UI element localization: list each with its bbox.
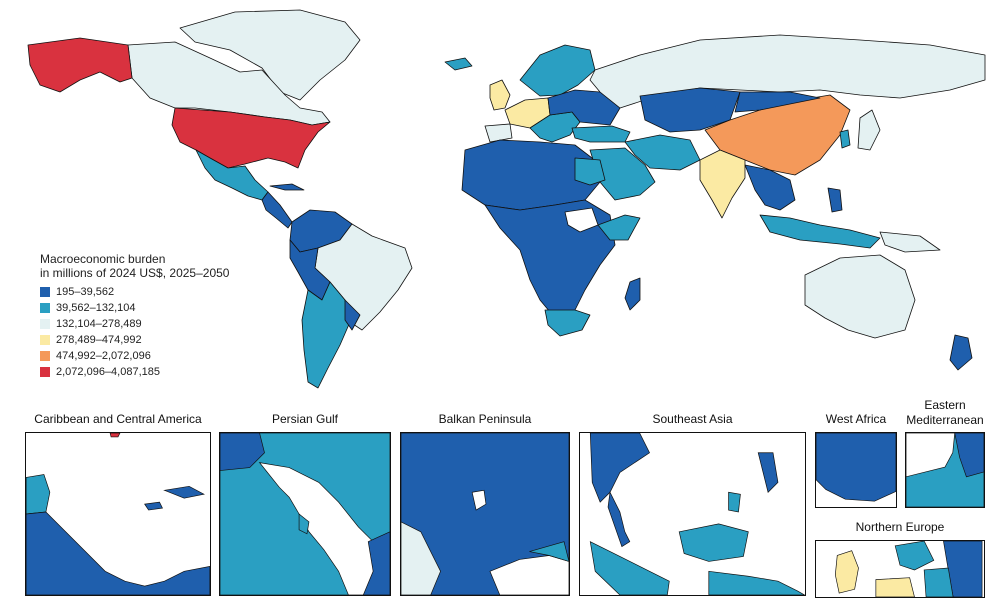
inset-persian-gulf: Persian Gulf: [219, 412, 391, 596]
region-greenland: [179, 9, 361, 101]
region-scandinavia: [519, 44, 596, 97]
region-central-asia: [639, 87, 741, 133]
inset-box-balkan: [400, 432, 570, 596]
inset-title-balkan: Balkan Peninsula: [438, 412, 532, 426]
legend-label: 278,489–474,992: [56, 334, 142, 346]
legend-swatch: [40, 335, 50, 345]
region-usa: [171, 107, 331, 169]
region-iran: [624, 134, 701, 171]
legend-title-line1: Macroeconomic burden: [40, 252, 166, 266]
legend-swatch: [40, 303, 50, 313]
legend-label: 2,072,096–4,087,185: [56, 366, 160, 378]
region-korea: [839, 129, 851, 149]
inset-box-northern-europe: [815, 540, 985, 598]
inset-title-east-med-1: Eastern: [924, 398, 966, 412]
region-central-america: [261, 191, 293, 229]
legend-title-line2: in millions of 2024 US$, 2025–2050: [40, 266, 230, 280]
inset-title-west-africa: West Africa: [825, 412, 887, 426]
region-iceland: [444, 57, 473, 71]
inset-southeast-asia: Southeast Asia: [579, 412, 806, 596]
inset-box-west-africa: [815, 432, 897, 508]
region-sudan: [564, 207, 599, 233]
region-japan: [857, 109, 881, 151]
inset-title-southeast-asia: Southeast Asia: [652, 412, 733, 426]
region-spain: [484, 123, 513, 143]
inset-box-caribbean: [25, 432, 211, 596]
inset-title-caribbean: Caribbean and Central America: [34, 412, 202, 426]
inset-title-northern-europe: Northern Europe: [855, 520, 945, 534]
inset-map-balkan: [401, 433, 569, 595]
region-arabia: [589, 147, 656, 201]
inset-map-west-africa: [816, 433, 896, 502]
legend: Macroeconomic burden in millions of 2024…: [40, 252, 280, 380]
inset-box-persian-gulf: [219, 432, 391, 596]
region-australia: [804, 254, 916, 339]
legend-item: 39,562–132,104: [40, 300, 280, 316]
region-horn: [597, 214, 641, 241]
inset-northern-europe: Northern Europe: [815, 520, 985, 598]
inset-map-northern-europe: [834, 541, 983, 597]
legend-items: 195–39,562 39,562–132,104 132,104–278,489 2…: [40, 284, 280, 380]
inset-east-med: Eastern Mediterranean: [905, 398, 985, 508]
region-indonesia: [759, 214, 881, 249]
legend-item: 278,489–474,992: [40, 332, 280, 348]
region-egypt: [574, 157, 606, 186]
legend-label: 474,992–2,072,096: [56, 350, 151, 362]
legend-swatch: [40, 319, 50, 329]
inset-box-southeast-asia: [579, 432, 806, 596]
region-madagascar: [624, 277, 641, 311]
region-se-asia: [744, 164, 796, 211]
inset-caribbean: Caribbean and Central America: [25, 412, 211, 596]
inset-map-caribbean: [26, 433, 210, 595]
inset-west-africa: West Africa: [815, 412, 897, 508]
inset-balkan: Balkan Peninsula: [400, 412, 570, 596]
region-philippines: [827, 187, 843, 213]
region-mongolia: [734, 91, 821, 113]
region-new-guinea: [879, 231, 941, 253]
legend-item: 132,104–278,489: [40, 316, 280, 332]
inset-title-east-med-2: Mediterranean: [906, 413, 984, 427]
inset-map-persian-gulf: [220, 433, 390, 595]
region-alaska: [27, 37, 133, 93]
legend-label: 39,562–132,104: [56, 302, 136, 314]
inset-map-east-med: [906, 433, 984, 507]
legend-swatch: [40, 287, 50, 297]
inset-box-east-med: [905, 432, 985, 508]
region-turkey: [571, 125, 631, 143]
legend-item: 2,072,096–4,087,185: [40, 364, 280, 380]
legend-label: 132,104–278,489: [56, 318, 142, 330]
region-india: [699, 149, 746, 219]
legend-item: 195–39,562: [40, 284, 280, 300]
legend-item: 474,992–2,072,096: [40, 348, 280, 364]
region-new-zealand: [949, 334, 973, 371]
legend-swatch: [40, 351, 50, 361]
inset-title-persian-gulf: Persian Gulf: [271, 412, 339, 426]
region-uruguay: [344, 299, 361, 331]
region-uk: [489, 79, 511, 111]
region-north-africa: [461, 139, 601, 211]
inset-map-southeast-asia: [589, 433, 805, 595]
world-choropleth-map: [27, 9, 986, 389]
region-south-africa: [544, 309, 591, 337]
legend-label: 195–39,562: [56, 286, 115, 298]
region-eastern-europe: [547, 89, 621, 126]
region-cuba: [269, 183, 305, 191]
legend-swatch: [40, 367, 50, 377]
region-argentina: [301, 281, 351, 389]
